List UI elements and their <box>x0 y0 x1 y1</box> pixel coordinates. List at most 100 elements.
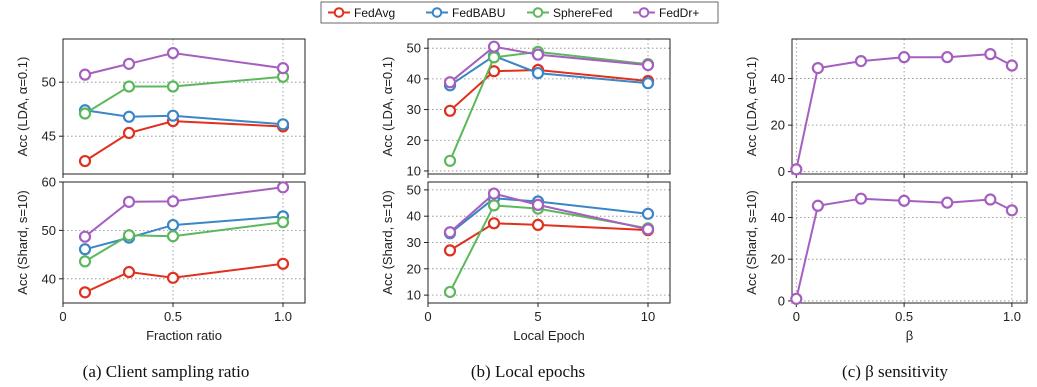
data-point <box>941 51 954 64</box>
data-point <box>443 226 457 239</box>
series-spherefed <box>443 45 655 167</box>
panel-b-bottom: 10 20 30 40 50 0 5 10 Local Epoch Acc (Shard, s=1… <box>380 181 671 343</box>
data-point <box>531 198 545 211</box>
legend-marker <box>431 7 443 18</box>
y-tick-label: 20 <box>407 133 421 148</box>
data-point <box>641 58 655 72</box>
y-tick-label: 20 <box>771 252 785 267</box>
data-point <box>443 244 457 257</box>
data-point <box>898 194 911 207</box>
series-line <box>84 221 284 263</box>
data-point <box>122 80 136 93</box>
x-tick-label: 0.5 <box>895 309 913 324</box>
data-point <box>276 62 290 75</box>
legend-label: FedAvg <box>354 6 395 20</box>
data-point <box>641 77 655 90</box>
data-point <box>854 192 868 205</box>
data-point <box>166 109 180 122</box>
data-point <box>166 271 180 284</box>
data-point <box>78 154 92 168</box>
y-tick-label: 45 <box>42 129 56 144</box>
series-line <box>84 186 284 238</box>
x-tick-label: 1.0 <box>274 309 292 324</box>
x-tick-label: 0.5 <box>164 309 182 324</box>
series-spherefed <box>78 70 290 120</box>
y-tick-label: 40 <box>407 71 421 86</box>
data-point <box>811 61 824 75</box>
panel-a-bottom: 40 50 60 0 0.5 1.0 Fraction ratio Acc (Shard, s… <box>15 175 306 343</box>
y-axis-label: Acc (Shard, s=10) <box>744 190 759 294</box>
data-point <box>78 230 92 243</box>
y-axis-label: Acc (Shard, s=10) <box>380 190 395 294</box>
series-feddr- <box>78 181 290 243</box>
series-spherefed <box>78 216 290 268</box>
data-point <box>1005 204 1019 217</box>
data-point <box>276 257 290 270</box>
series-line <box>795 197 1013 300</box>
x-tick-label: 0 <box>424 309 431 324</box>
data-point <box>166 195 180 208</box>
data-point <box>276 181 290 194</box>
y-tick-label: 0 <box>778 293 785 308</box>
y-tick-label: 20 <box>771 118 785 133</box>
data-point <box>443 104 457 117</box>
y-tick-label: 50 <box>407 182 421 197</box>
x-axis-label: Local Epoch <box>513 328 585 343</box>
y-tick-label: 40 <box>771 210 785 225</box>
panel-a-top: 45 50 Acc (LDA, α=0.1) <box>15 38 306 178</box>
series-feddr- <box>790 192 1019 305</box>
data-point <box>122 229 136 242</box>
series-line <box>449 50 649 162</box>
series-feddr- <box>790 48 1019 176</box>
legend-label: SphereFed <box>553 6 612 20</box>
data-point <box>984 48 997 61</box>
series-fedavg <box>78 257 290 299</box>
data-point <box>443 285 457 299</box>
series-line <box>84 75 284 115</box>
y-axis-label: Acc (LDA, α=0.1) <box>380 57 395 157</box>
data-point <box>166 46 180 60</box>
data-point <box>641 207 655 220</box>
y-tick-label: 40 <box>42 271 56 286</box>
y-tick-label: 30 <box>407 102 421 117</box>
data-point <box>984 193 997 206</box>
data-point <box>443 154 457 167</box>
y-tick-label: 60 <box>42 175 56 190</box>
data-point <box>166 218 180 232</box>
y-tick-label: 50 <box>407 41 421 56</box>
x-axis-label: β <box>906 328 913 343</box>
data-point <box>487 51 501 64</box>
data-point <box>811 199 824 212</box>
data-point <box>487 187 501 200</box>
series-line <box>449 222 649 252</box>
y-tick-label: 10 <box>407 163 421 178</box>
series-line <box>84 215 284 251</box>
caption-c: (c) β sensitivity <box>842 362 948 381</box>
legend: FedAvg FedBABU SphereFed FedDr+ <box>320 1 719 24</box>
axes-frame <box>62 38 306 175</box>
axes-frame <box>791 181 1028 304</box>
data-point <box>790 163 803 176</box>
data-point <box>941 196 954 209</box>
y-axis-label: Acc (Shard, s=10) <box>15 190 30 294</box>
series-feddr- <box>443 187 655 239</box>
axes-frame <box>427 38 671 175</box>
data-point <box>276 216 290 229</box>
panel-b-top: 10 20 30 40 50 Acc (LDA, α=0.1) <box>380 38 671 178</box>
data-point <box>854 55 868 68</box>
legend-item-fedavg: FedAvg <box>328 6 395 20</box>
series-fedavg <box>78 114 290 168</box>
caption-b: (b) Local epochs <box>471 362 585 381</box>
caption-a: (a) Client sampling ratio <box>83 362 250 381</box>
data-point <box>276 118 290 131</box>
series-spherefed <box>443 199 655 299</box>
data-point <box>790 292 803 305</box>
legend-frame <box>320 1 719 24</box>
data-point <box>531 48 545 61</box>
legend-marker <box>638 7 650 18</box>
data-point <box>166 80 180 93</box>
series-line <box>84 262 284 294</box>
legend-marker <box>333 7 345 18</box>
x-tick-label: 1.0 <box>1003 309 1021 324</box>
